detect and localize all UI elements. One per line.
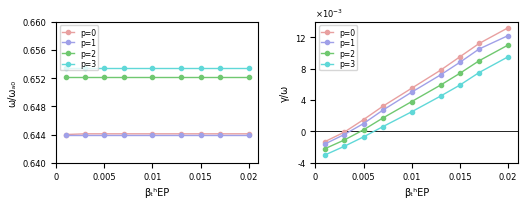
- Line: p=2: p=2: [323, 44, 510, 151]
- p=0: [408, 88, 415, 90]
- p=3: [408, 111, 415, 113]
- p=1: [101, 134, 108, 136]
- p=1: [505, 35, 511, 38]
- p=3: [341, 145, 348, 148]
- p=0: [360, 119, 366, 121]
- p=0: [476, 43, 482, 45]
- p=0: [120, 133, 127, 135]
- p=1: [149, 134, 155, 136]
- Line: p=1: p=1: [64, 133, 251, 137]
- Y-axis label: ω/ωₐ₀: ω/ωₐ₀: [7, 79, 17, 106]
- p=3: [101, 68, 108, 70]
- Line: p=3: p=3: [323, 55, 510, 157]
- p=2: [360, 129, 366, 131]
- p=0: [322, 141, 328, 143]
- p=1: [437, 74, 444, 77]
- p=3: [149, 68, 155, 70]
- Line: p=3: p=3: [64, 67, 251, 71]
- p=0: [505, 27, 511, 30]
- p=0: [380, 105, 386, 108]
- p=2: [197, 77, 204, 79]
- p=2: [476, 60, 482, 63]
- p=1: [120, 134, 127, 136]
- p=0: [62, 134, 69, 136]
- p=1: [476, 49, 482, 51]
- p=2: [457, 73, 463, 75]
- p=2: [217, 77, 223, 79]
- Line: p=0: p=0: [64, 132, 251, 137]
- p=0: [149, 133, 155, 135]
- p=3: [82, 68, 88, 70]
- p=3: [380, 126, 386, 128]
- p=2: [101, 77, 108, 79]
- p=3: [246, 68, 252, 70]
- p=2: [120, 77, 127, 79]
- p=0: [457, 56, 463, 59]
- p=1: [360, 123, 366, 125]
- Y-axis label: γ/ω: γ/ω: [280, 84, 290, 101]
- p=2: [505, 45, 511, 47]
- p=3: [476, 72, 482, 74]
- p=1: [197, 134, 204, 136]
- Line: p=2: p=2: [64, 76, 251, 80]
- p=1: [341, 134, 348, 136]
- p=2: [322, 148, 328, 150]
- p=1: [178, 134, 184, 136]
- Line: p=0: p=0: [323, 27, 510, 144]
- p=3: [360, 136, 366, 139]
- p=1: [408, 91, 415, 94]
- p=3: [197, 68, 204, 70]
- Legend: p=0, p=1, p=2, p=3: p=0, p=1, p=2, p=3: [60, 26, 98, 71]
- p=0: [341, 131, 348, 134]
- p=2: [149, 77, 155, 79]
- p=0: [437, 70, 444, 72]
- p=3: [120, 68, 127, 70]
- p=0: [101, 133, 108, 135]
- p=0: [82, 133, 88, 135]
- p=1: [82, 134, 88, 136]
- p=3: [437, 95, 444, 98]
- p=0: [197, 133, 204, 135]
- p=2: [408, 101, 415, 103]
- Text: $\times 10^{-3}$: $\times 10^{-3}$: [316, 7, 343, 20]
- Legend: p=0, p=1, p=2, p=3: p=0, p=1, p=2, p=3: [319, 26, 358, 71]
- p=1: [380, 109, 386, 112]
- p=0: [217, 133, 223, 135]
- p=3: [62, 68, 69, 70]
- p=0: [246, 133, 252, 135]
- p=1: [217, 134, 223, 136]
- p=2: [82, 77, 88, 79]
- p=2: [246, 77, 252, 79]
- p=3: [178, 68, 184, 70]
- p=3: [217, 68, 223, 70]
- X-axis label: βₜʰEP: βₜʰEP: [404, 187, 429, 197]
- p=1: [322, 143, 328, 145]
- p=1: [246, 134, 252, 136]
- p=2: [178, 77, 184, 79]
- p=3: [505, 56, 511, 59]
- Line: p=1: p=1: [323, 34, 510, 146]
- p=3: [457, 84, 463, 87]
- p=2: [62, 77, 69, 79]
- p=1: [62, 134, 69, 136]
- p=2: [437, 84, 444, 87]
- p=0: [178, 133, 184, 135]
- p=2: [380, 117, 386, 120]
- p=3: [322, 154, 328, 156]
- p=1: [457, 62, 463, 64]
- X-axis label: βₜʰEP: βₜʰEP: [144, 187, 170, 197]
- p=2: [341, 139, 348, 142]
